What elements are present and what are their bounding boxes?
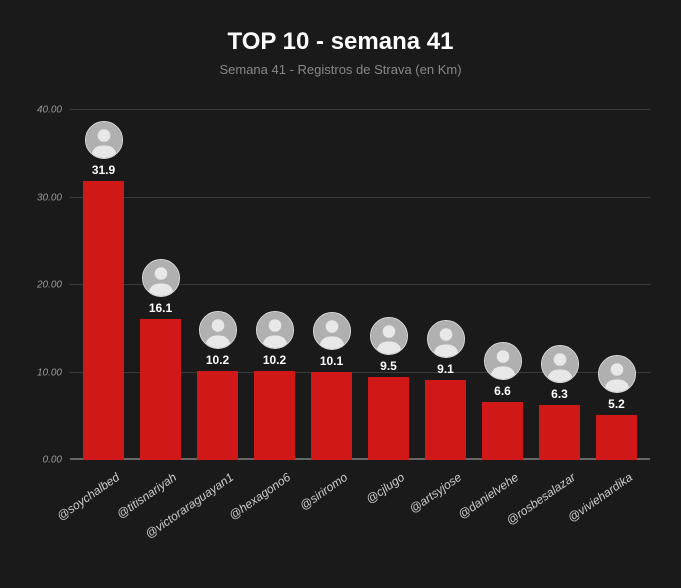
chart-container: TOP 10 - semana 41 Semana 41 - Registros… (0, 0, 681, 588)
bar-value-label: 31.9 (92, 163, 115, 177)
avatar-icon (142, 259, 180, 297)
bar-value-label: 10.2 (263, 353, 286, 367)
bar-slot: 10.2 (246, 110, 303, 460)
x-tick-label: @soychalbed (15, 470, 121, 550)
avatar-icon (199, 311, 237, 349)
bar-value-label: 6.3 (551, 387, 568, 401)
x-labels-group: @soychalbed@titisnariyah@victoraraguayan… (70, 462, 650, 562)
bar (482, 402, 523, 460)
bar-value-label: 9.5 (380, 359, 397, 373)
bar-slot: 10.1 (303, 110, 360, 460)
bar (539, 405, 580, 460)
bar-slot: 6.3 (531, 110, 588, 460)
avatar-icon (313, 312, 351, 350)
bar-slot: 10.2 (189, 110, 246, 460)
chart-subtitle: Semana 41 - Registros de Strava (en Km) (20, 62, 661, 77)
bar-value-label: 9.1 (437, 362, 454, 376)
avatar-icon (484, 342, 522, 380)
bar-slot: 31.9 (75, 110, 132, 460)
bar (311, 372, 352, 460)
y-tick-label: 40.00 (37, 105, 62, 116)
plot-area: 40.00 30.00 20.00 10.00 0.00 31.9 16.1 1… (70, 110, 650, 460)
bar (368, 377, 409, 460)
bar-slot: 9.5 (360, 110, 417, 460)
bar-slot: 9.1 (417, 110, 474, 460)
bar-slot: 5.2 (588, 110, 645, 460)
avatar-icon (541, 345, 579, 383)
avatar-icon (598, 355, 636, 393)
x-label-slot: @viviehardika (588, 462, 645, 562)
bar-value-label: 5.2 (608, 397, 625, 411)
bar (596, 415, 637, 461)
bar (254, 371, 295, 460)
avatar-icon (256, 311, 294, 349)
y-tick-label: 30.00 (37, 192, 62, 203)
avatar-icon (85, 121, 123, 159)
bar-value-label: 6.6 (494, 384, 511, 398)
bar (197, 371, 238, 460)
y-tick-label: 20.00 (37, 280, 62, 291)
bar (140, 319, 181, 460)
bar (83, 181, 124, 460)
chart-title: TOP 10 - semana 41 (20, 28, 661, 56)
bar-slot: 6.6 (474, 110, 531, 460)
bar-slot: 16.1 (132, 110, 189, 460)
y-tick-label: 10.00 (37, 367, 62, 378)
y-tick-label: 0.00 (43, 455, 62, 466)
avatar-icon (370, 317, 408, 355)
bar-value-label: 10.2 (206, 353, 229, 367)
avatar-icon (427, 320, 465, 358)
bars-group: 31.9 16.1 10.2 10.2 10.1 9.5 9.1 6.6 6.3… (70, 110, 650, 460)
bar-value-label: 10.1 (320, 354, 343, 368)
bar (425, 380, 466, 460)
bar-value-label: 16.1 (149, 301, 172, 315)
